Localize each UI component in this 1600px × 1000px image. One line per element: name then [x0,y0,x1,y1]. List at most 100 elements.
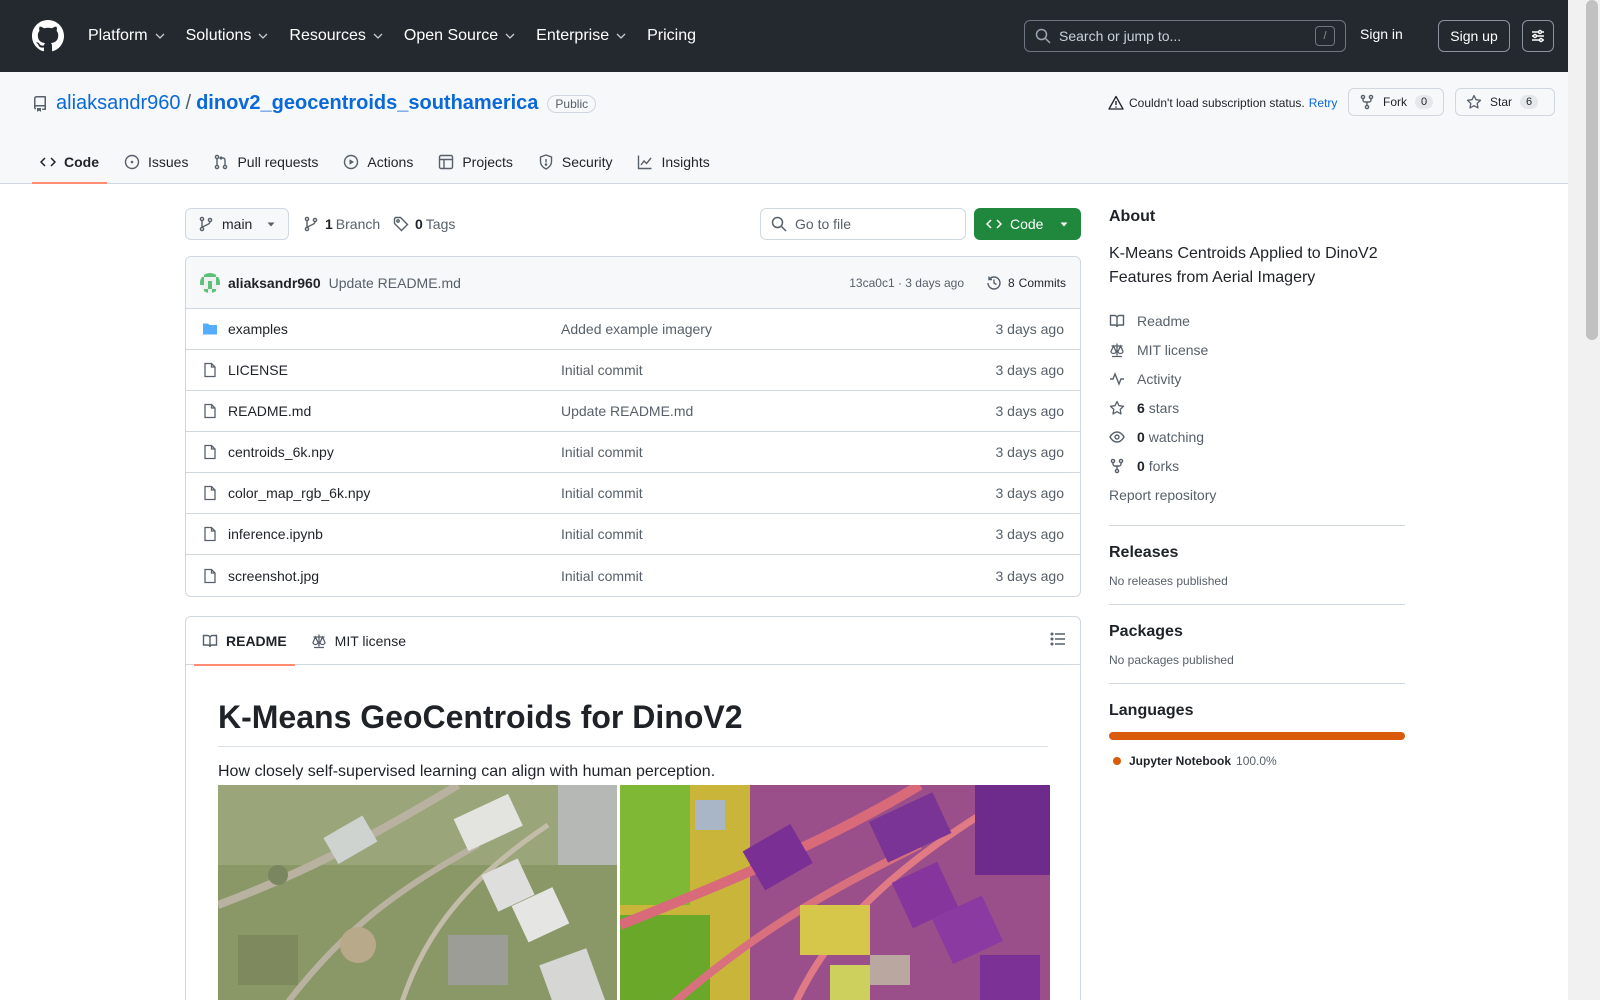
file-name[interactable]: screenshot.jpg [228,567,320,584]
nav-enterprise[interactable]: Enterprise [536,27,627,45]
stars-link[interactable]: 6 stars [1109,393,1405,422]
go-to-file-input[interactable]: Go to file [760,208,966,240]
activity-link[interactable]: Activity [1109,364,1405,393]
file-name[interactable]: examples [228,321,288,337]
file-commit-message[interactable]: Initial commit [561,567,643,584]
fork-button[interactable]: Fork 0 [1348,88,1445,116]
branch-name: main [222,216,253,232]
file-name[interactable]: inference.ipynb [228,526,323,542]
alert-icon [1108,95,1124,110]
forks-link[interactable]: 0 forks [1109,451,1405,480]
language-item[interactable]: Jupyter Notebook 100.0% [1109,754,1405,768]
file-row[interactable]: centroids_6k.npy Initial commit 3 days ago [186,432,1080,473]
star-count: 6 [1520,95,1539,109]
nav-solutions[interactable]: Solutions [186,27,270,45]
search-icon [771,216,787,232]
file-name[interactable]: color_map_rgb_6k.npy [228,485,371,501]
file-row[interactable]: README.md Update README.md 3 days ago [186,391,1080,432]
retry-link[interactable]: Retry [1308,96,1338,110]
git-branch-icon [304,216,318,232]
file-commit-message[interactable]: Added example imagery [561,321,712,337]
sign-in-link[interactable]: Sign in [1360,26,1403,42]
branch-selector[interactable]: main [185,208,289,240]
code-dropdown-button[interactable]: Code [974,208,1081,240]
repository-tabs: Code Issues Pull requests Actions Projec… [32,140,727,184]
file-row[interactable]: LICENSE Initial commit 3 days ago [186,350,1080,391]
commits-history-link[interactable]: 8 Commits [986,275,1066,291]
watching-count: 0 [1137,428,1145,445]
file-row[interactable]: inference.ipynb Initial commit 3 days ago [186,514,1080,555]
list-unordered-icon[interactable] [1050,631,1066,647]
nav-open-source[interactable]: Open Source [404,27,516,45]
releases-status: No releases published [1109,574,1228,588]
report-repository-link[interactable]: Report repository [1109,486,1217,503]
tab-actions[interactable]: Actions [335,140,421,184]
releases-heading[interactable]: Releases [1109,544,1179,561]
nav-resources[interactable]: Resources [289,27,383,45]
file-row[interactable]: screenshot.jpg Initial commit 3 days ago [186,555,1080,596]
tab-readme[interactable]: README [194,617,295,666]
commit-author[interactable]: aliaksandr960 [228,274,321,291]
repo-name-link[interactable]: dinov2_geocentroids_southamerica [196,92,539,114]
nav-platform[interactable]: Platform [88,27,166,45]
readme-link-label: Readme [1137,312,1190,329]
tab-projects[interactable]: Projects [430,140,521,184]
global-header: Platform Solutions Resources Open Source… [0,0,1568,72]
avatar[interactable] [200,272,220,293]
site-menu-button[interactable] [1522,20,1554,52]
tab-issues[interactable]: Issues [116,140,196,184]
nav-label: Platform [88,27,148,44]
watchers-link[interactable]: 0 watching [1109,422,1405,451]
repo-owner-link[interactable]: aliaksandr960 [56,92,181,114]
issue-opened-icon [124,154,140,170]
tab-mit-license[interactable]: MIT license [303,617,414,665]
tags-link[interactable]: 0 Tags [393,208,455,240]
repo-icon [34,95,46,112]
readme-link[interactable]: Readme [1109,306,1405,335]
tag-count: 0 [415,216,423,232]
git-pull-request-icon [215,154,228,170]
star-icon [1466,94,1482,109]
tab-security[interactable]: Security [530,140,621,184]
packages-status: No packages published [1109,653,1234,667]
triangle-down-icon [1060,222,1068,227]
star-button[interactable]: Star 6 [1455,88,1555,116]
nav-label: Pricing [647,27,696,44]
commit-hash-and-time[interactable]: 13ca0c1 · 3 days ago [849,275,964,290]
file-commit-message[interactable]: Initial commit [561,444,643,460]
folder-icon [203,323,217,335]
packages-heading[interactable]: Packages [1109,623,1183,640]
search-input[interactable]: Search or jump to... / [1024,20,1346,52]
file-commit-date: 3 days ago [995,567,1065,584]
nav-pricing[interactable]: Pricing [647,27,696,45]
tab-pull-requests[interactable]: Pull requests [205,140,326,184]
chevron-down-icon [616,33,626,39]
commit-message[interactable]: Update README.md [328,274,461,291]
file-row[interactable]: examples Added example imagery 3 days ago [186,309,1080,350]
sign-up-button[interactable]: Sign up [1438,20,1510,52]
file-name[interactable]: README.md [228,403,312,419]
commits-label: Commits [1018,275,1066,290]
file-commit-message[interactable]: Initial commit [561,526,643,542]
tab-code[interactable]: Code [32,140,107,184]
code-button-label: Code [1010,216,1044,232]
aerial-photo-illustration [218,785,617,1000]
about-heading: About [1109,208,1156,225]
file-row[interactable]: color_map_rgb_6k.npy Initial commit 3 days… [186,473,1080,514]
file-name[interactable]: LICENSE [228,362,288,378]
watching-label: watching [1148,428,1205,445]
branches-link[interactable]: 1 Branch [303,208,380,240]
license-link[interactable]: MIT license [1109,335,1405,364]
tab-insights[interactable]: Insights [629,140,717,184]
book-icon [202,634,218,647]
scrollbar-thumb[interactable] [1586,0,1598,340]
graph-icon [638,155,653,170]
github-logo-icon[interactable] [32,20,64,52]
file-list: aliaksandr960 Update README.md 13ca0c1 ·… [185,256,1081,597]
file-commit-message[interactable]: Initial commit [561,362,643,378]
file-name[interactable]: centroids_6k.npy [228,444,334,460]
file-commit-message[interactable]: Update README.md [561,403,694,419]
language-color-dot [1113,757,1121,765]
file-commit-message[interactable]: Initial commit [561,485,643,501]
file-commit-date: 3 days ago [995,321,1065,337]
